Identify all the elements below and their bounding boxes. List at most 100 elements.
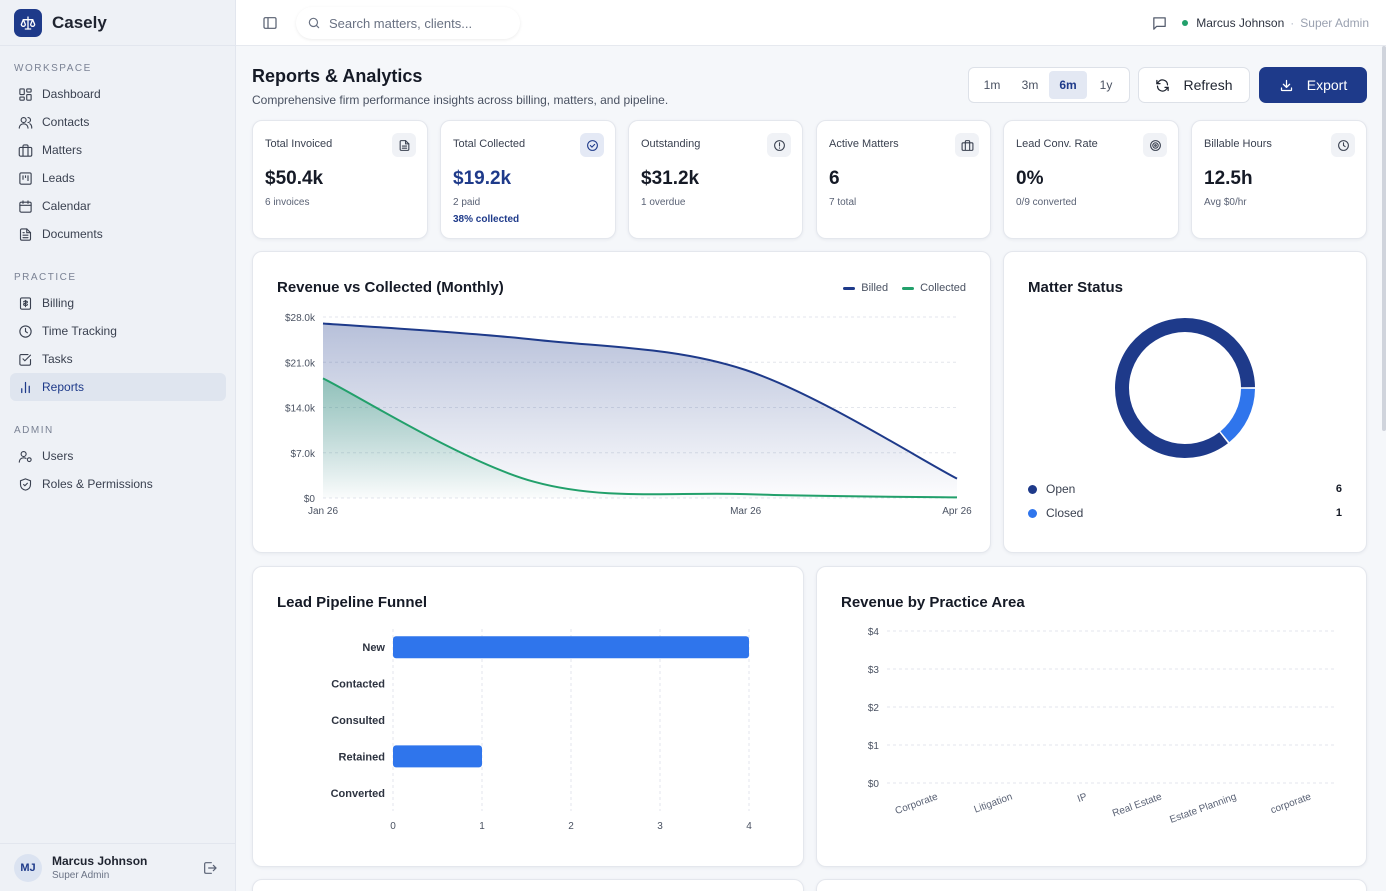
y-tick-label: $0 <box>868 779 880 790</box>
donut-slice-closed[interactable] <box>1220 388 1255 443</box>
topbar-separator: · <box>1290 16 1295 30</box>
refresh-icon <box>1156 78 1170 92</box>
legend-open-label: Open <box>1046 482 1076 496</box>
category-label: Converted <box>331 788 385 800</box>
checkbox-icon <box>19 353 32 366</box>
message-icon[interactable] <box>1151 15 1168 32</box>
export-label: Export <box>1306 77 1348 93</box>
sidebar-item-users[interactable]: Users <box>10 442 226 470</box>
logout-icon[interactable] <box>202 860 218 876</box>
sidebar-user[interactable]: MJ Marcus Johnson Super Admin <box>0 843 236 891</box>
sidebar-item-matters[interactable]: Matters <box>10 136 226 164</box>
nav-heading-workspace: WORKSPACE <box>14 63 92 74</box>
kpi-sub: 6 invoices <box>265 197 310 208</box>
kpi-label: Billable Hours <box>1204 138 1272 150</box>
x-tick-label: 3 <box>657 821 663 832</box>
kpi-value: $50.4k <box>265 168 324 189</box>
funnel-bar-retained[interactable] <box>393 745 482 768</box>
matter-status-donut <box>1115 318 1255 458</box>
page-title: Reports & Analytics <box>252 66 423 86</box>
category-label: Estate Planning <box>1168 791 1238 825</box>
sidebar-item-contacts[interactable]: Contacts <box>10 108 226 136</box>
nav-admin: ADMIN Users Roles & Permissions <box>0 424 236 498</box>
refresh-label: Refresh <box>1183 77 1233 93</box>
sidebar: Casely WORKSPACE Dashboard Contacts Matt… <box>0 0 236 891</box>
range-1m-button[interactable]: 1m <box>983 78 1001 92</box>
category-label: Consulted <box>331 715 385 727</box>
page-subtitle: Comprehensive firm performance insights … <box>252 93 669 107</box>
receipt-icon <box>19 296 32 310</box>
sidebar-item-label: Matters <box>42 143 83 157</box>
category-label: Litigation <box>973 791 1014 815</box>
y-tick-label: $7.0k <box>291 449 316 460</box>
kpi-active-matters: Active Matters 6 7 total <box>816 120 991 239</box>
nav-heading-admin: ADMIN <box>14 425 54 436</box>
sidebar-toggle-icon[interactable] <box>262 15 278 31</box>
kpi-sub: 0/9 converted <box>1016 197 1077 208</box>
billed-area <box>323 323 957 498</box>
y-tick-label: $21.0k <box>285 358 316 369</box>
sidebar-item-label: Reports <box>42 380 85 394</box>
sidebar-item-label: Calendar <box>42 199 91 213</box>
y-tick-label: $2 <box>868 703 880 714</box>
billed-line[interactable] <box>322 322 958 480</box>
collected-area <box>323 378 957 498</box>
sidebar-item-reports[interactable]: Reports <box>10 373 226 401</box>
y-tick-label: $28.0k <box>285 313 316 324</box>
category-label: Retained <box>339 751 385 763</box>
sidebar-item-label: Time Tracking <box>42 324 117 338</box>
sidebar-item-calendar[interactable]: Calendar <box>10 192 226 220</box>
export-button[interactable]: Export <box>1259 67 1367 103</box>
legend-open-count: 6 <box>1335 483 1342 495</box>
matter-status-card: Matter Status Open 6 Closed 1 <box>1003 251 1367 553</box>
refresh-button[interactable]: Refresh <box>1138 67 1250 103</box>
topbar: Marcus Johnson · Super Admin <box>236 0 1386 46</box>
topbar-user-role: Super Admin <box>1300 16 1369 30</box>
sidebar-item-time-tracking[interactable]: Time Tracking <box>10 317 226 345</box>
sidebar-item-label: Contacts <box>42 115 90 129</box>
topbar-user-name[interactable]: Marcus Johnson <box>1196 16 1285 30</box>
range-6m-button[interactable]: 6m <box>1049 71 1087 99</box>
range-3m-button[interactable]: 3m <box>1021 78 1039 92</box>
sidebar-item-roles-permissions[interactable]: Roles & Permissions <box>10 470 226 498</box>
briefcase-icon <box>955 133 979 157</box>
kpi-total-invoiced: Total Invoiced $50.4k 6 invoices <box>252 120 428 239</box>
sidebar-item-tasks[interactable]: Tasks <box>10 345 226 373</box>
range-1y-button[interactable]: 1y <box>1099 78 1113 92</box>
y-tick-label: $4 <box>868 627 880 638</box>
nav-heading-practice: PRACTICE <box>14 272 77 283</box>
search-box[interactable] <box>296 7 520 39</box>
avatar: MJ <box>14 853 42 882</box>
clock-icon <box>1331 133 1355 157</box>
legend-collected[interactable]: Collected <box>902 282 966 294</box>
legend-billed-label: Billed <box>861 282 889 294</box>
page-scrollbar[interactable] <box>1382 46 1386 431</box>
funnel-bar-new[interactable] <box>393 636 749 659</box>
x-tick-label: 0 <box>390 821 396 832</box>
kpi-sub: 2 paid <box>453 197 481 208</box>
sidebar-item-dashboard[interactable]: Dashboard <box>10 80 226 108</box>
kpi-outstanding: Outstanding $31.2k 1 overdue <box>628 120 803 239</box>
collected-line[interactable] <box>322 377 958 499</box>
brand[interactable]: Casely <box>0 0 235 46</box>
sidebar-item-billing[interactable]: Billing <box>10 289 226 317</box>
revenue-chart-title: Revenue vs Collected (Monthly) <box>277 279 504 296</box>
lead-funnel-chart: 0 1 2 3 4 New Contacted Consulted Retained Conver… <box>331 629 752 832</box>
lead-funnel-title: Lead Pipeline Funnel <box>277 594 428 611</box>
nav-workspace: WORKSPACE Dashboard Contacts Matters Lea… <box>0 62 236 248</box>
check-circle-icon <box>580 133 604 157</box>
search-input[interactable] <box>329 15 509 31</box>
calendar-icon <box>19 199 32 213</box>
sidebar-item-documents[interactable]: Documents <box>10 220 226 248</box>
legend-billed[interactable]: Billed <box>843 282 888 294</box>
sidebar-item-leads[interactable]: Leads <box>10 164 226 192</box>
briefcase-icon <box>18 143 33 157</box>
kpi-label: Total Collected <box>453 138 526 150</box>
nav-practice: PRACTICE Billing Time Tracking Tasks Rep… <box>0 271 236 401</box>
category-label: corporate <box>1269 791 1313 816</box>
range-selector: 1m 3m 6m 1y <box>968 67 1130 103</box>
kpi-value: 6 <box>829 168 840 189</box>
category-label: Real Estate <box>1111 791 1164 819</box>
next-card-right <box>816 879 1367 891</box>
category-label: IP <box>1076 791 1089 805</box>
